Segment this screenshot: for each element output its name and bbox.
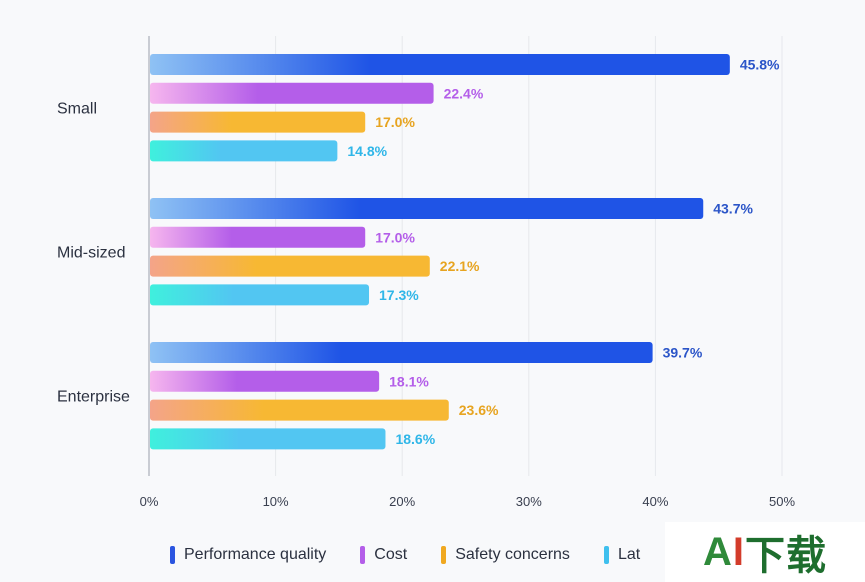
bar-small-cost[interactable] xyxy=(150,82,434,104)
watermark-letter-a: A xyxy=(702,529,733,574)
legend-label-cost: Cost xyxy=(374,546,408,563)
bar-small-safety-concerns[interactable] xyxy=(150,111,366,133)
legend-swatch-safety-concerns xyxy=(441,546,447,564)
grid-lines xyxy=(148,36,783,476)
x-tick-label-40: 40% xyxy=(642,494,668,509)
legend-item-performance-quality[interactable]: Performance quality xyxy=(170,546,326,564)
legend-swatch-cost xyxy=(360,546,366,564)
legend-label-safety-concerns: Safety concerns xyxy=(455,546,570,563)
legend-label-performance-quality: Performance quality xyxy=(184,546,327,563)
bar-mid-sized-latency[interactable] xyxy=(150,284,370,306)
x-tick-label-20: 20% xyxy=(389,494,415,509)
legend-item-safety-concerns[interactable]: Safety concerns xyxy=(441,546,570,564)
value-label-mid-sized-cost: 17.0% xyxy=(375,229,415,245)
value-label-mid-sized-latency: 17.3% xyxy=(379,287,419,303)
bar-mid-sized-performance-quality[interactable] xyxy=(150,198,704,219)
value-label-enterprise-latency: 18.6% xyxy=(395,431,435,447)
value-label-enterprise-safety-concerns: 23.6% xyxy=(459,402,499,418)
legend-label-latency: Lat xyxy=(617,546,641,563)
legend: Performance quality Cost Safety concerns… xyxy=(170,546,640,564)
x-tick-label-30: 30% xyxy=(516,494,542,509)
bar-enterprise-latency[interactable] xyxy=(150,428,386,450)
bar-enterprise-cost[interactable] xyxy=(150,370,380,392)
x-axis-ticks: 0% 10% 20% 30% 40% 50% xyxy=(140,494,796,509)
x-tick-label-50: 50% xyxy=(769,494,795,509)
bars xyxy=(150,54,730,450)
bar-small-latency[interactable] xyxy=(150,140,338,162)
watermark-text: 下载 xyxy=(745,534,827,578)
value-label-small-cost: 22.4% xyxy=(444,85,484,101)
value-label-enterprise-performance-quality: 39.7% xyxy=(663,345,703,361)
bar-mid-sized-safety-concerns[interactable] xyxy=(150,255,430,277)
bar-mid-sized-cost[interactable] xyxy=(150,226,366,248)
watermark-letter-i: I xyxy=(732,529,745,574)
legend-item-latency[interactable]: Lat xyxy=(603,546,641,564)
category-label-mid-sized: Mid-sized xyxy=(57,245,125,262)
bar-small-performance-quality[interactable] xyxy=(150,54,730,75)
bar-enterprise-safety-concerns[interactable] xyxy=(150,399,449,421)
legend-swatch-performance-quality xyxy=(170,546,175,564)
watermark-logo: A I 下载 xyxy=(665,522,865,582)
legend-swatch-latency xyxy=(603,546,609,564)
x-tick-label-10: 10% xyxy=(263,494,289,509)
value-labels: 45.8% 22.4% 17.0% 14.8% 43.7% 17.0% 22.1% 17.3%… xyxy=(347,57,780,447)
category-label-small: Small xyxy=(57,101,97,118)
x-tick-label-0: 0% xyxy=(140,494,159,509)
bar-enterprise-performance-quality[interactable] xyxy=(150,342,653,363)
category-labels: Small Mid-sized Enterprise xyxy=(57,101,130,406)
value-label-mid-sized-performance-quality: 43.7% xyxy=(713,201,753,217)
legend-item-cost[interactable]: Cost xyxy=(360,546,407,564)
value-label-small-performance-quality: 45.8% xyxy=(740,57,780,73)
category-label-enterprise: Enterprise xyxy=(57,389,130,406)
value-label-small-latency: 14.8% xyxy=(347,143,387,159)
value-label-enterprise-cost: 18.1% xyxy=(389,373,429,389)
value-label-small-safety-concerns: 17.0% xyxy=(375,114,415,130)
value-label-mid-sized-safety-concerns: 22.1% xyxy=(440,258,480,274)
